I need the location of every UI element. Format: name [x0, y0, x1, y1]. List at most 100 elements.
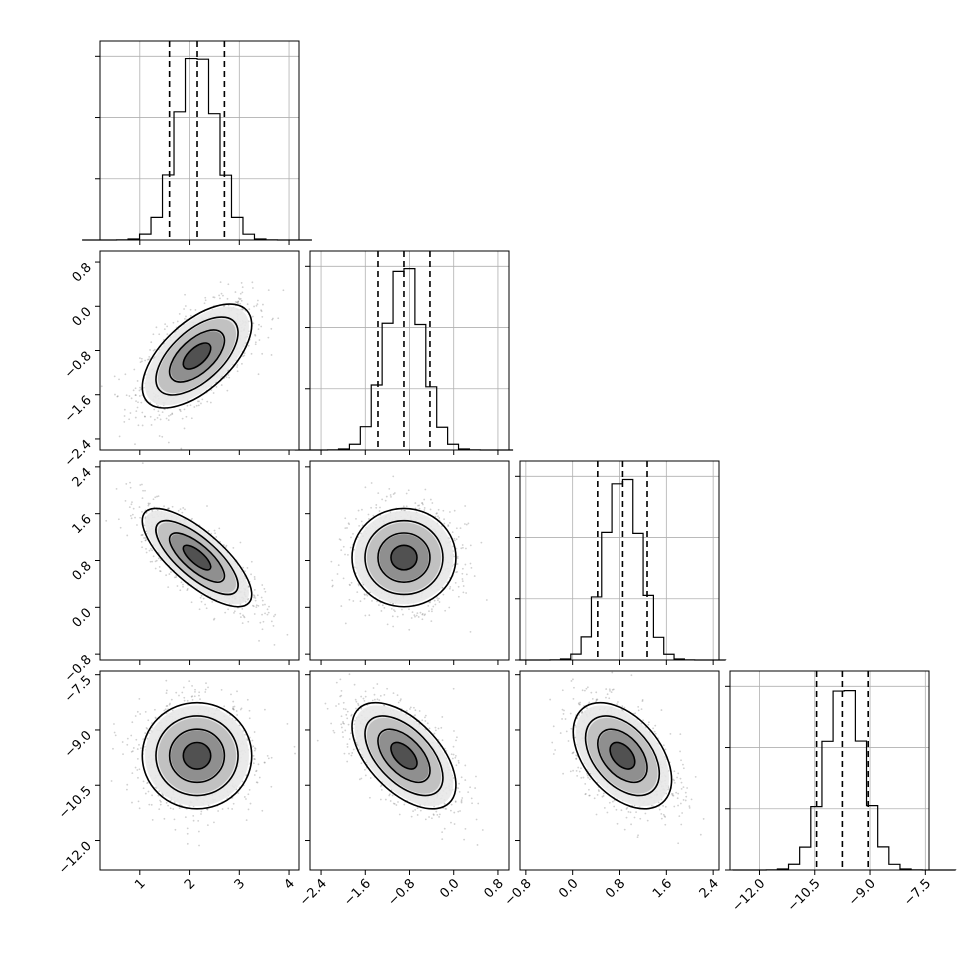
sample-point — [413, 614, 416, 617]
sample-point — [131, 501, 133, 504]
sample-point — [464, 505, 467, 507]
sample-point — [464, 563, 467, 566]
sample-point — [186, 699, 189, 702]
sample-point — [242, 308, 244, 311]
sample-point — [211, 601, 214, 603]
sample-point — [200, 402, 202, 405]
sample-point — [429, 508, 432, 511]
sample-point — [423, 509, 426, 511]
sample-point — [337, 564, 340, 567]
sample-point — [448, 576, 451, 579]
sample-point — [255, 604, 258, 607]
sample-point — [100, 385, 103, 388]
sample-point — [254, 599, 257, 602]
sample-point — [264, 590, 267, 593]
sample-point — [430, 620, 433, 623]
sample-point — [253, 595, 256, 598]
sample-point — [178, 313, 181, 315]
sample-point — [418, 504, 421, 507]
sample-point — [360, 520, 363, 523]
sample-point — [130, 517, 133, 520]
sample-point — [243, 615, 245, 618]
sample-point — [240, 707, 243, 710]
sample-point — [368, 614, 371, 617]
sample-point — [165, 574, 168, 577]
sample-point — [344, 553, 346, 556]
sample-point — [436, 599, 439, 601]
sample-point — [190, 695, 193, 698]
sample-point — [167, 507, 170, 510]
sample-point — [431, 610, 433, 613]
sample-point — [239, 302, 242, 305]
sample-point — [148, 358, 150, 361]
sample-point — [455, 538, 458, 541]
sample-point — [209, 401, 212, 404]
sample-point — [116, 395, 119, 398]
sample-point — [172, 808, 175, 810]
sample-point — [270, 327, 273, 330]
sample-point — [156, 416, 159, 419]
sample-point — [184, 305, 187, 307]
sample-point — [169, 807, 172, 810]
sample-point — [135, 410, 138, 413]
sample-point — [236, 364, 239, 366]
sample-point — [353, 566, 356, 569]
sample-point — [175, 576, 177, 579]
sample-point — [157, 495, 160, 498]
sample-point — [239, 541, 242, 544]
sample-point — [141, 360, 143, 363]
sample-point — [126, 737, 129, 740]
sample-point — [264, 612, 266, 615]
sample-point — [204, 296, 207, 299]
sample-point — [267, 611, 270, 614]
sample-point — [114, 393, 116, 396]
sample-point — [331, 584, 334, 587]
sample-point — [210, 389, 213, 391]
sample-point — [448, 606, 451, 609]
sample-point — [427, 604, 430, 607]
sample-point — [457, 585, 460, 588]
sample-point — [416, 612, 419, 615]
sample-point — [263, 587, 266, 590]
sample-point — [257, 328, 260, 331]
sample-point — [151, 560, 154, 563]
sample-point — [147, 503, 150, 506]
panel-content — [110, 679, 296, 847]
sample-point — [202, 597, 205, 600]
sample-point — [165, 417, 168, 420]
sample-point — [261, 584, 264, 586]
sample-point — [359, 600, 362, 603]
sample-point — [245, 798, 247, 800]
sample-point — [115, 487, 118, 490]
sample-point — [375, 504, 378, 506]
sample-point — [192, 819, 195, 822]
sample-point — [128, 506, 131, 509]
sample-point — [136, 406, 139, 409]
sample-point — [189, 314, 192, 317]
sample-point — [168, 703, 171, 706]
sample-point — [206, 505, 208, 507]
sample-point — [204, 688, 207, 691]
sample-point — [239, 612, 242, 615]
sample-point — [151, 794, 153, 797]
sample-point — [336, 573, 339, 575]
x-tick-label: −10.5 — [785, 876, 824, 915]
sample-point — [138, 389, 141, 392]
sample-point — [414, 502, 417, 504]
sample-point — [456, 557, 459, 560]
sample-point — [183, 408, 186, 411]
histogram-panel — [519, 460, 726, 661]
sample-point — [256, 303, 259, 305]
sample-point — [173, 576, 176, 579]
sample-point — [371, 600, 373, 602]
sample-point — [201, 398, 204, 401]
sample-point — [241, 780, 244, 783]
sample-point — [148, 549, 151, 552]
y-tick-label: −0.8 — [62, 349, 95, 382]
sample-point — [262, 620, 265, 623]
sample-point — [268, 605, 270, 608]
sample-point — [347, 522, 350, 525]
sample-point — [240, 282, 243, 284]
sample-point — [227, 608, 230, 611]
sample-point — [129, 486, 132, 489]
